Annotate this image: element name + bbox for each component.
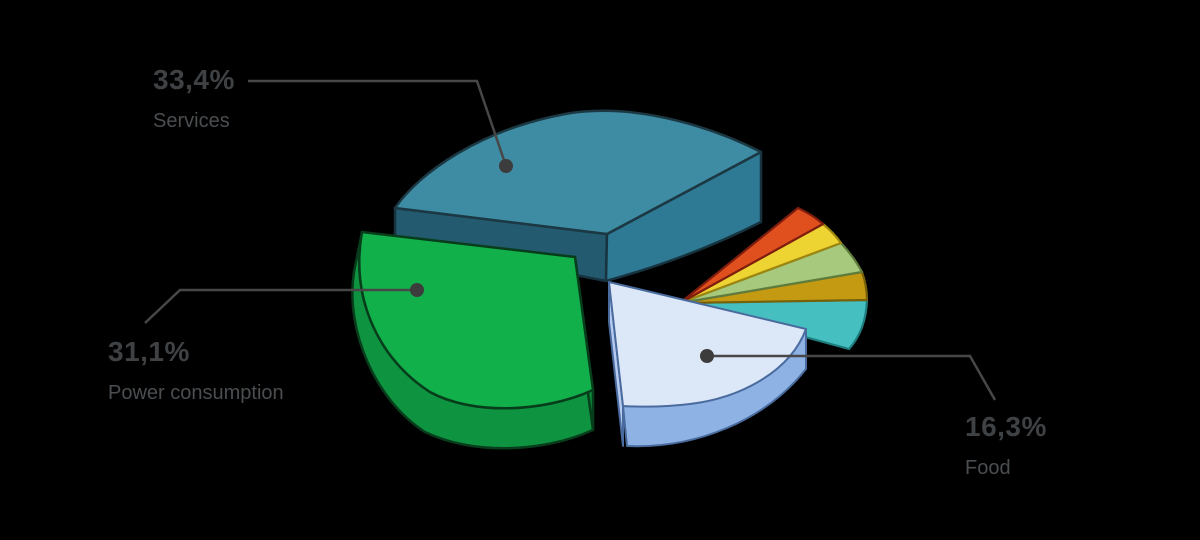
slice-food-top bbox=[608, 281, 807, 408]
slice-food bbox=[608, 281, 807, 448]
leader-line-services bbox=[248, 79, 508, 167]
callout-food: 16,3% Food bbox=[965, 411, 1047, 479]
callout-power-consumption: 31,1% Power consumption bbox=[108, 336, 284, 404]
slice-power-top bbox=[358, 230, 595, 410]
slice-red bbox=[678, 206, 825, 305]
leader-line-power bbox=[144, 288, 417, 324]
slice-power-consumption bbox=[351, 230, 595, 450]
leader-line-food bbox=[707, 354, 997, 401]
leader-dots bbox=[410, 159, 714, 363]
callout-services: 33,4% Services bbox=[153, 64, 235, 132]
slice-services-top bbox=[393, 109, 763, 236]
leader-lines bbox=[144, 79, 997, 401]
leader-dot-services bbox=[499, 159, 513, 173]
callout-food-label: Food bbox=[965, 457, 1011, 479]
callout-services-value: 33,4% bbox=[153, 64, 235, 95]
callout-power-label: Power consumption bbox=[108, 382, 284, 404]
callout-power-value: 31,1% bbox=[108, 336, 190, 367]
leader-dot-food bbox=[700, 349, 714, 363]
slice-services-side-right bbox=[604, 150, 763, 283]
callout-food-value: 16,3% bbox=[965, 411, 1047, 442]
leader-dot-power bbox=[410, 283, 424, 297]
callout-services-label: Services bbox=[153, 110, 230, 132]
